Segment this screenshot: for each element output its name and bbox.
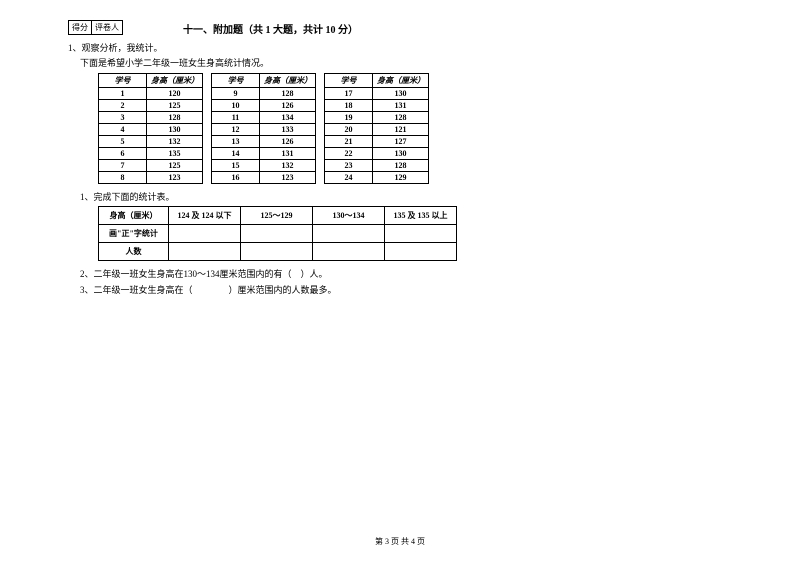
table-row: 31281113419128 xyxy=(99,112,429,124)
score-label-right: 评卷人 xyxy=(92,21,122,34)
summary-col-3: 130～134 xyxy=(313,207,385,225)
table-row: 61351413122130 xyxy=(99,148,429,160)
sub-question-3: 3、二年级一班女生身高在（ ）厘米范围内的人数最多。 xyxy=(80,283,732,296)
header-height-2: 身高（厘米） xyxy=(260,74,316,88)
page-footer: 第 3 页 共 4 页 xyxy=(0,536,800,547)
summary-row-label: 画"正"字统计 xyxy=(99,225,169,243)
header-id-1: 学号 xyxy=(99,74,147,88)
summary-cell xyxy=(169,243,241,261)
header-id-2: 学号 xyxy=(212,74,260,88)
sub-question-1: 1、完成下面的统计表。 xyxy=(80,190,732,203)
summary-cell xyxy=(313,243,385,261)
summary-count-row: 人数 xyxy=(99,243,457,261)
table-row: 21251012618131 xyxy=(99,100,429,112)
summary-cell xyxy=(169,225,241,243)
summary-col-4: 135 及 135 以上 xyxy=(385,207,457,225)
summary-tally-row: 画"正"字统计 xyxy=(99,225,457,243)
summary-cell xyxy=(385,243,457,261)
summary-table: 身高（厘米） 124 及 124 以下 125～129 130～134 135 … xyxy=(98,206,457,261)
section-header: 得分 评卷人 十一、附加题（共 1 大题，共计 10 分） xyxy=(68,20,732,37)
question-intro: 下面是希望小学二年级一班女生身高统计情况。 xyxy=(80,56,732,69)
header-height-1: 身高（厘米） xyxy=(147,74,203,88)
table-row: 81231612324129 xyxy=(99,172,429,184)
summary-row-label: 人数 xyxy=(99,243,169,261)
spacer xyxy=(203,74,212,88)
sub-question-2: 2、二年级一班女生身高在130～134厘米范围内的有（ ）人。 xyxy=(80,267,732,280)
score-box: 得分 评卷人 xyxy=(68,20,123,35)
table-row: 71251513223128 xyxy=(99,160,429,172)
spacer xyxy=(316,74,325,88)
summary-cell xyxy=(241,225,313,243)
table-row: 41301213320121 xyxy=(99,124,429,136)
score-label-left: 得分 xyxy=(69,21,92,34)
table-header-row: 学号 身高（厘米） 学号 身高（厘米） 学号 身高（厘米） xyxy=(99,74,429,88)
height-data-table: 学号 身高（厘米） 学号 身高（厘米） 学号 身高（厘米） 1120912817… xyxy=(98,73,429,184)
section-title: 十一、附加题（共 1 大题，共计 10 分） xyxy=(183,21,358,36)
summary-cell xyxy=(313,225,385,243)
header-id-3: 学号 xyxy=(325,74,373,88)
summary-col-1: 124 及 124 以下 xyxy=(169,207,241,225)
table-row: 1120912817130 xyxy=(99,88,429,100)
summary-header-row: 身高（厘米） 124 及 124 以下 125～129 130～134 135 … xyxy=(99,207,457,225)
header-height-3: 身高（厘米） xyxy=(373,74,429,88)
summary-col-2: 125～129 xyxy=(241,207,313,225)
summary-cell xyxy=(241,243,313,261)
question-number: 1、观察分析，我统计。 xyxy=(68,41,732,54)
table-row: 51321312621127 xyxy=(99,136,429,148)
summary-row-label: 身高（厘米） xyxy=(99,207,169,225)
summary-cell xyxy=(385,225,457,243)
